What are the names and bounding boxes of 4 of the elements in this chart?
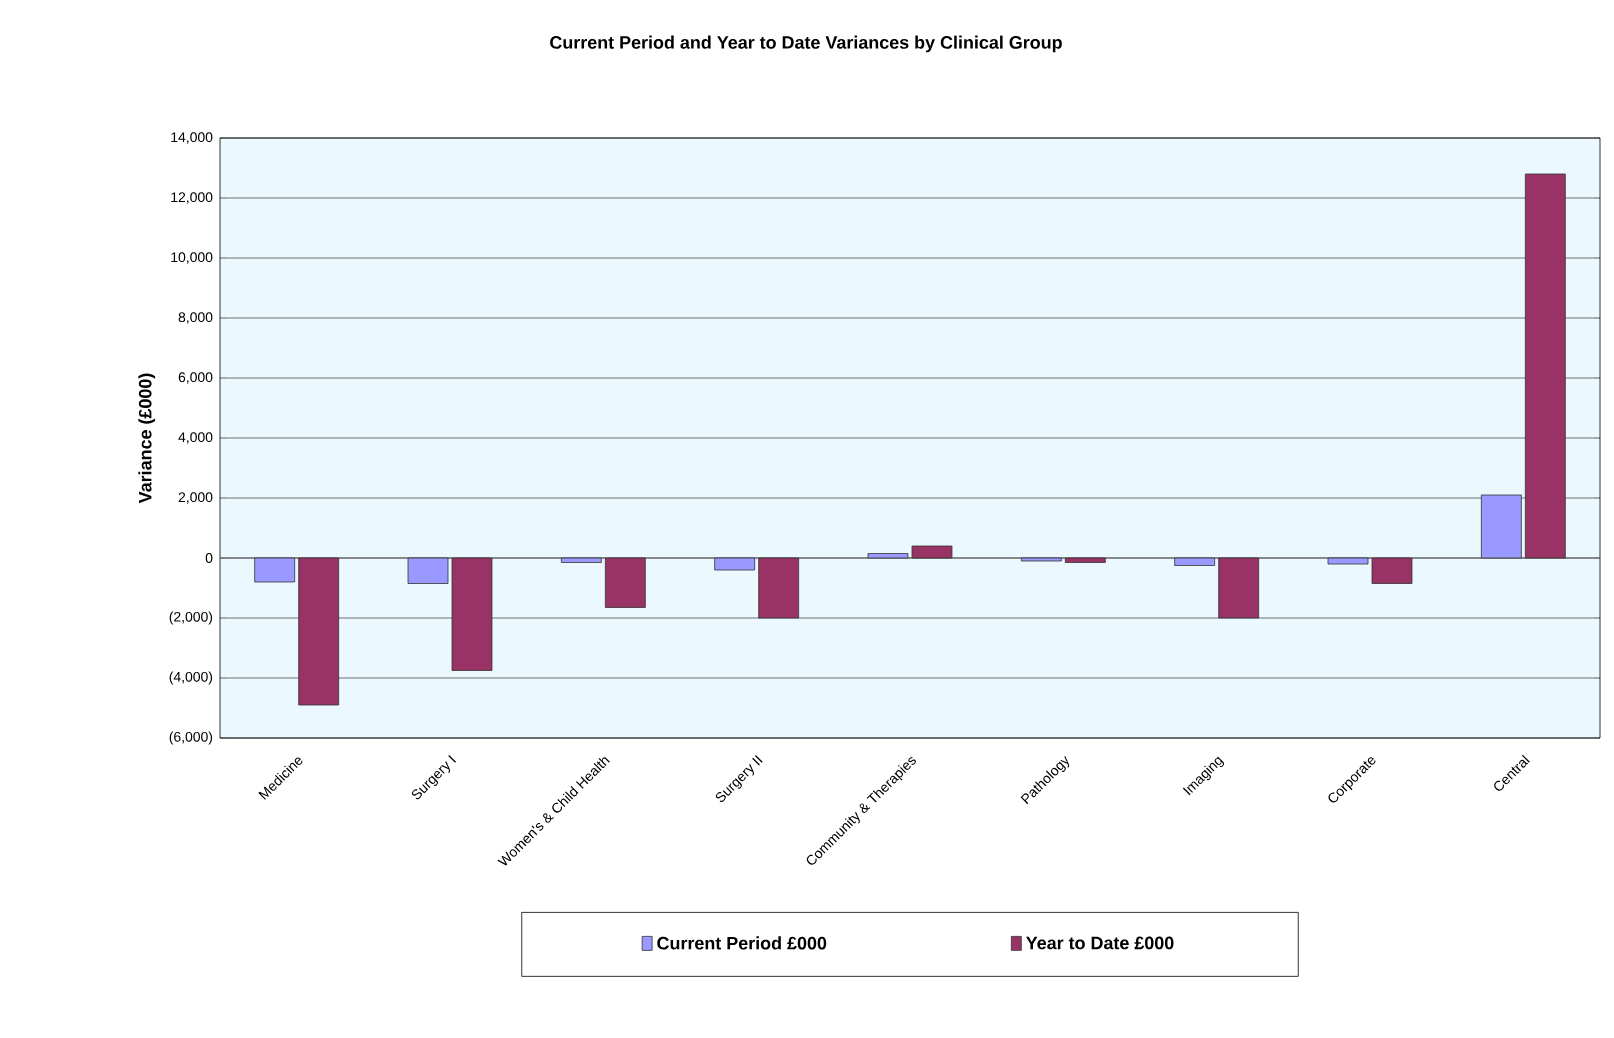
legend-label: Year to Date £000 xyxy=(1026,936,1174,950)
y-axis-title: Variance (£000) xyxy=(138,373,156,504)
legend-label: Current Period £000 xyxy=(657,936,827,950)
chart-title: Current Period and Year to Date Variances by Clinical Group xyxy=(550,35,1062,53)
